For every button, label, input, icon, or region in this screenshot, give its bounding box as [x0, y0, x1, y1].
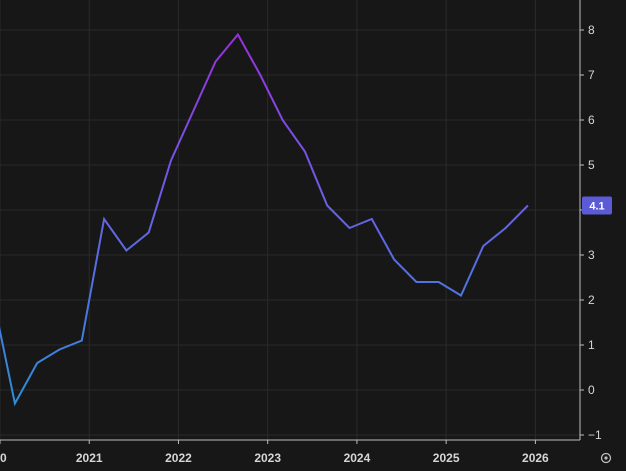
gear-icon[interactable]: [600, 452, 612, 464]
x-tick-label: 2026: [522, 451, 549, 465]
data-point: [258, 73, 262, 77]
data-point: [303, 150, 307, 154]
data-point: [191, 109, 195, 113]
data-point: [437, 280, 441, 284]
data-point: [526, 204, 530, 208]
grid: [0, 0, 580, 440]
data-point: [80, 339, 84, 343]
data-point: [347, 226, 351, 230]
data-point: [147, 231, 151, 235]
data-point: [325, 204, 329, 208]
y-tick-label: 0: [588, 383, 595, 397]
chart-settings-button[interactable]: [600, 452, 612, 464]
data-point: [169, 159, 173, 163]
data-point: [57, 348, 61, 352]
data-point: [392, 258, 396, 262]
x-tick-label: 20: [0, 451, 7, 465]
data-point: [13, 402, 17, 406]
series-line-group: [0, 32, 530, 407]
data-point: [481, 244, 485, 248]
x-tick-label: 2023: [254, 451, 281, 465]
data-point: [214, 60, 218, 64]
y-tick-label: 3: [588, 248, 595, 262]
x-tick-label: 2021: [76, 451, 103, 465]
data-point: [414, 280, 418, 284]
data-point: [35, 361, 39, 365]
last-value-badge: 4.1: [582, 196, 612, 215]
y-tick-label: 6: [588, 113, 595, 127]
data-point: [236, 33, 240, 37]
y-tick-label: 8: [588, 23, 595, 37]
data-point: [102, 217, 106, 221]
series-line: [0, 32, 529, 407]
y-tick-label: 1: [588, 338, 595, 352]
last-value-label: 4.1: [589, 201, 604, 213]
gear-icon-center: [604, 456, 608, 460]
y-tick-label: −1: [588, 428, 602, 442]
x-tick-label: 2025: [433, 451, 460, 465]
data-point: [281, 118, 285, 122]
x-tick-label: 2024: [344, 451, 371, 465]
data-point: [124, 249, 128, 253]
last-value-badge-box: [582, 196, 612, 215]
y-tick-label: 7: [588, 68, 595, 82]
y-tick-label: 5: [588, 158, 595, 172]
y-tick-label: 2: [588, 293, 595, 307]
data-point: [370, 217, 374, 221]
x-tick-label: 2022: [165, 451, 192, 465]
data-point: [504, 226, 508, 230]
axes: −101234567820202120222023202420252026: [0, 0, 602, 465]
data-point: [459, 294, 463, 298]
